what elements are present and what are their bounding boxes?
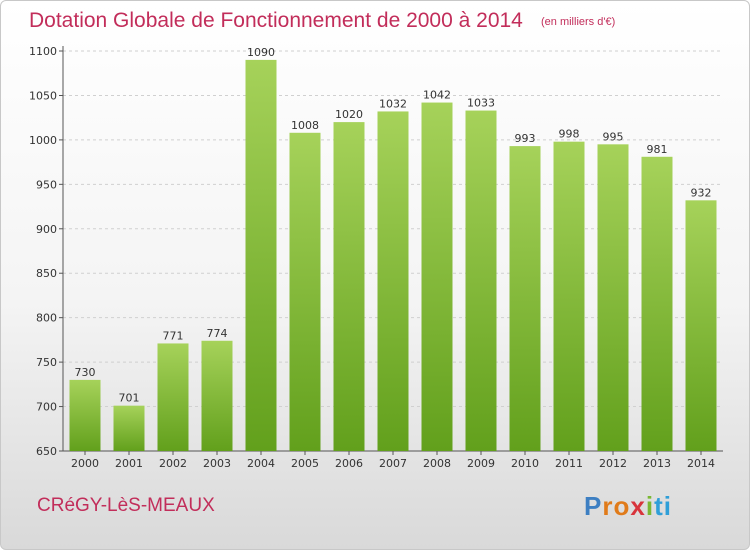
value-labels: 730 701 771 774 1090 1008 1020 1032 1042 1033 993 9…: [75, 46, 712, 405]
y-tick-label: 900: [36, 223, 57, 236]
value-label-2010: 993: [515, 132, 536, 145]
bar-2013: [641, 156, 673, 451]
bar-2002: [157, 343, 189, 451]
x-tick-label-2009: 2009: [467, 457, 495, 470]
value-label-2002: 771: [163, 329, 184, 342]
x-tick-label-2003: 2003: [203, 457, 231, 470]
x-tick-label-2010: 2010: [511, 457, 539, 470]
x-tick-label-2004: 2004: [247, 457, 275, 470]
bars: [69, 59, 717, 452]
bar-2001: [113, 405, 145, 451]
value-label-2008: 1042: [423, 89, 451, 102]
x-tick-label-2001: 2001: [115, 457, 143, 470]
y-tick-label: 1050: [29, 89, 57, 102]
bar-2006: [333, 122, 365, 451]
bar-2000: [69, 379, 101, 451]
value-label-2003: 774: [207, 327, 228, 340]
bar-2010: [509, 146, 541, 451]
x-tick-label-2005: 2005: [291, 457, 319, 470]
y-tick-label: 800: [36, 312, 57, 325]
value-label-2011: 998: [559, 128, 580, 141]
y-tick-label: 850: [36, 267, 57, 280]
x-tick-label-2013: 2013: [643, 457, 671, 470]
value-label-2007: 1032: [379, 97, 407, 110]
y-tick-label: 650: [36, 445, 57, 458]
bar-2005: [289, 132, 321, 451]
value-label-2005: 1008: [291, 119, 319, 132]
value-label-2009: 1033: [467, 97, 495, 110]
bar-2009: [465, 110, 497, 452]
proxiti-logo: Proxiti: [584, 491, 672, 521]
y-tick-label: 700: [36, 401, 57, 414]
y-tick-label: 750: [36, 356, 57, 369]
bar-2004: [245, 59, 277, 452]
value-label-2013: 981: [647, 143, 668, 156]
commune-name: CRéGY-LèS-MEAUX: [37, 495, 215, 516]
y-tick-label: 950: [36, 178, 57, 191]
bar-2003: [201, 340, 233, 451]
x-tick-label-2014: 2014: [687, 457, 715, 470]
x-tick-labels: 2000 2001 2002 2003 2004 2005 2006 2007 2008 2009…: [71, 451, 715, 470]
chart-title: Dotation Globale de Fonctionnement de 20…: [29, 9, 523, 32]
x-tick-label-2000: 2000: [71, 457, 99, 470]
y-tick-label: 1100: [29, 45, 57, 58]
value-label-2004: 1090: [247, 46, 275, 59]
value-label-2012: 995: [603, 130, 624, 143]
unit-note: (en milliers d'€): [541, 16, 616, 28]
y-tick-labels: 650 700 750 800 850 900 950 1000 1050 1100: [29, 45, 57, 458]
value-label-2001: 701: [119, 392, 140, 405]
y-tick-label: 1000: [29, 134, 57, 147]
x-tick-label-2011: 2011: [555, 457, 583, 470]
x-tick-label-2012: 2012: [599, 457, 627, 470]
bar-2011: [553, 141, 585, 451]
x-tick-label-2002: 2002: [159, 457, 187, 470]
bar-2007: [377, 111, 409, 451]
x-tick-label-2008: 2008: [423, 457, 451, 470]
bar-2008: [421, 102, 453, 452]
x-tick-label-2007: 2007: [379, 457, 407, 470]
x-tick-label-2006: 2006: [335, 457, 363, 470]
value-label-2006: 1020: [335, 108, 363, 121]
bar-2012: [597, 144, 629, 452]
value-label-2014: 932: [691, 186, 712, 199]
bar-2014: [685, 200, 717, 451]
value-label-2000: 730: [75, 366, 96, 379]
